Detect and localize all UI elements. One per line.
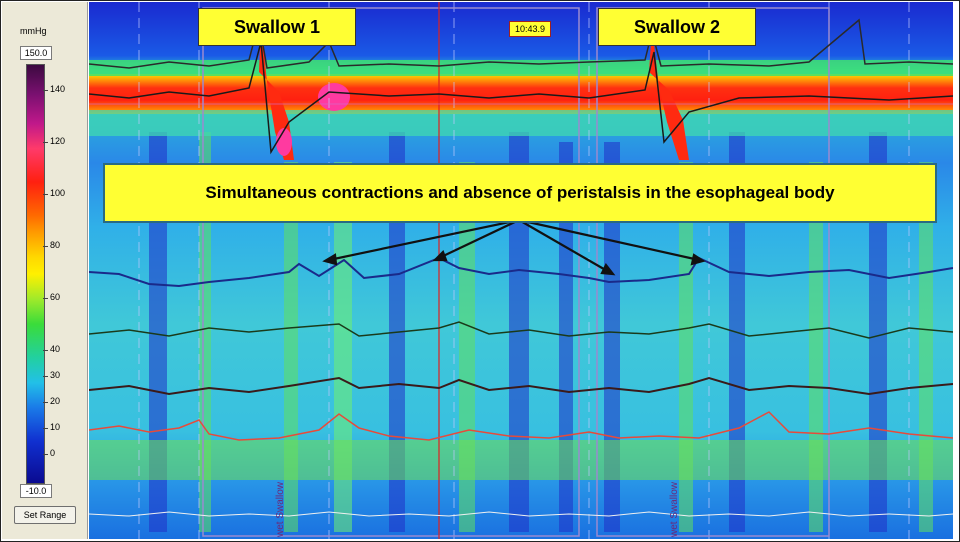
set-range-button[interactable]: Set Range [14, 506, 76, 524]
colorbar-tick [43, 298, 48, 299]
swallow-2-contraction [649, 27, 689, 160]
swallow-2-label[interactable]: Swallow 2 [598, 8, 756, 46]
min-range-value[interactable]: -10.0 [20, 484, 52, 498]
tick-label: 100 [50, 188, 66, 198]
colorbar-tick [43, 246, 48, 247]
les-high-pressure-band [89, 74, 953, 114]
topography-canvas [89, 2, 953, 539]
colorbar-tick [43, 428, 48, 429]
tick-label: 60 [50, 292, 61, 302]
annotation-arrows[interactable] [322, 218, 706, 276]
pressure-colorbar [26, 64, 45, 484]
tick-label: 0 [50, 448, 56, 458]
colorbar-tick [43, 376, 48, 377]
colorbar-tick [43, 90, 48, 91]
pressure-topography-plot[interactable]: Swallow 1 Swallow 2 10:43.9 wet Swallow … [89, 2, 953, 539]
colorbar-tick [43, 402, 48, 403]
event-marker-text: wet Swallow [275, 481, 286, 537]
swallow-1-contraction [259, 22, 294, 160]
annotation-callout[interactable]: Simultaneous contractions and absence of… [103, 163, 937, 223]
colorbar-tick [43, 194, 48, 195]
tick-label: 20 [50, 396, 61, 406]
upper-green-band [89, 60, 953, 76]
time-marker[interactable]: 10:43.9 [509, 21, 551, 37]
unit-label: mmHg [20, 26, 47, 36]
event-marker-text: wet Swallow [669, 481, 680, 537]
tick-label: 10 [50, 422, 61, 432]
colorbar-panel: mmHg 150.0 140 120 100 80 60 40 30 20 10… [2, 2, 88, 539]
tick-label: 80 [50, 240, 61, 250]
tick-label: 30 [50, 370, 61, 380]
colorbar-tick [43, 350, 48, 351]
high-pressure-spot [276, 128, 292, 156]
colorbar-tick [43, 142, 48, 143]
pressure-traces [89, 18, 953, 517]
tick-label: 140 [50, 84, 66, 94]
swallow-1-label[interactable]: Swallow 1 [198, 8, 356, 46]
ues-transition-band [89, 110, 953, 136]
tick-label: 120 [50, 136, 66, 146]
tick-label: 40 [50, 344, 61, 354]
max-range-value[interactable]: 150.0 [20, 46, 52, 60]
lower-green-band [89, 440, 953, 480]
colorbar-tick [43, 454, 48, 455]
